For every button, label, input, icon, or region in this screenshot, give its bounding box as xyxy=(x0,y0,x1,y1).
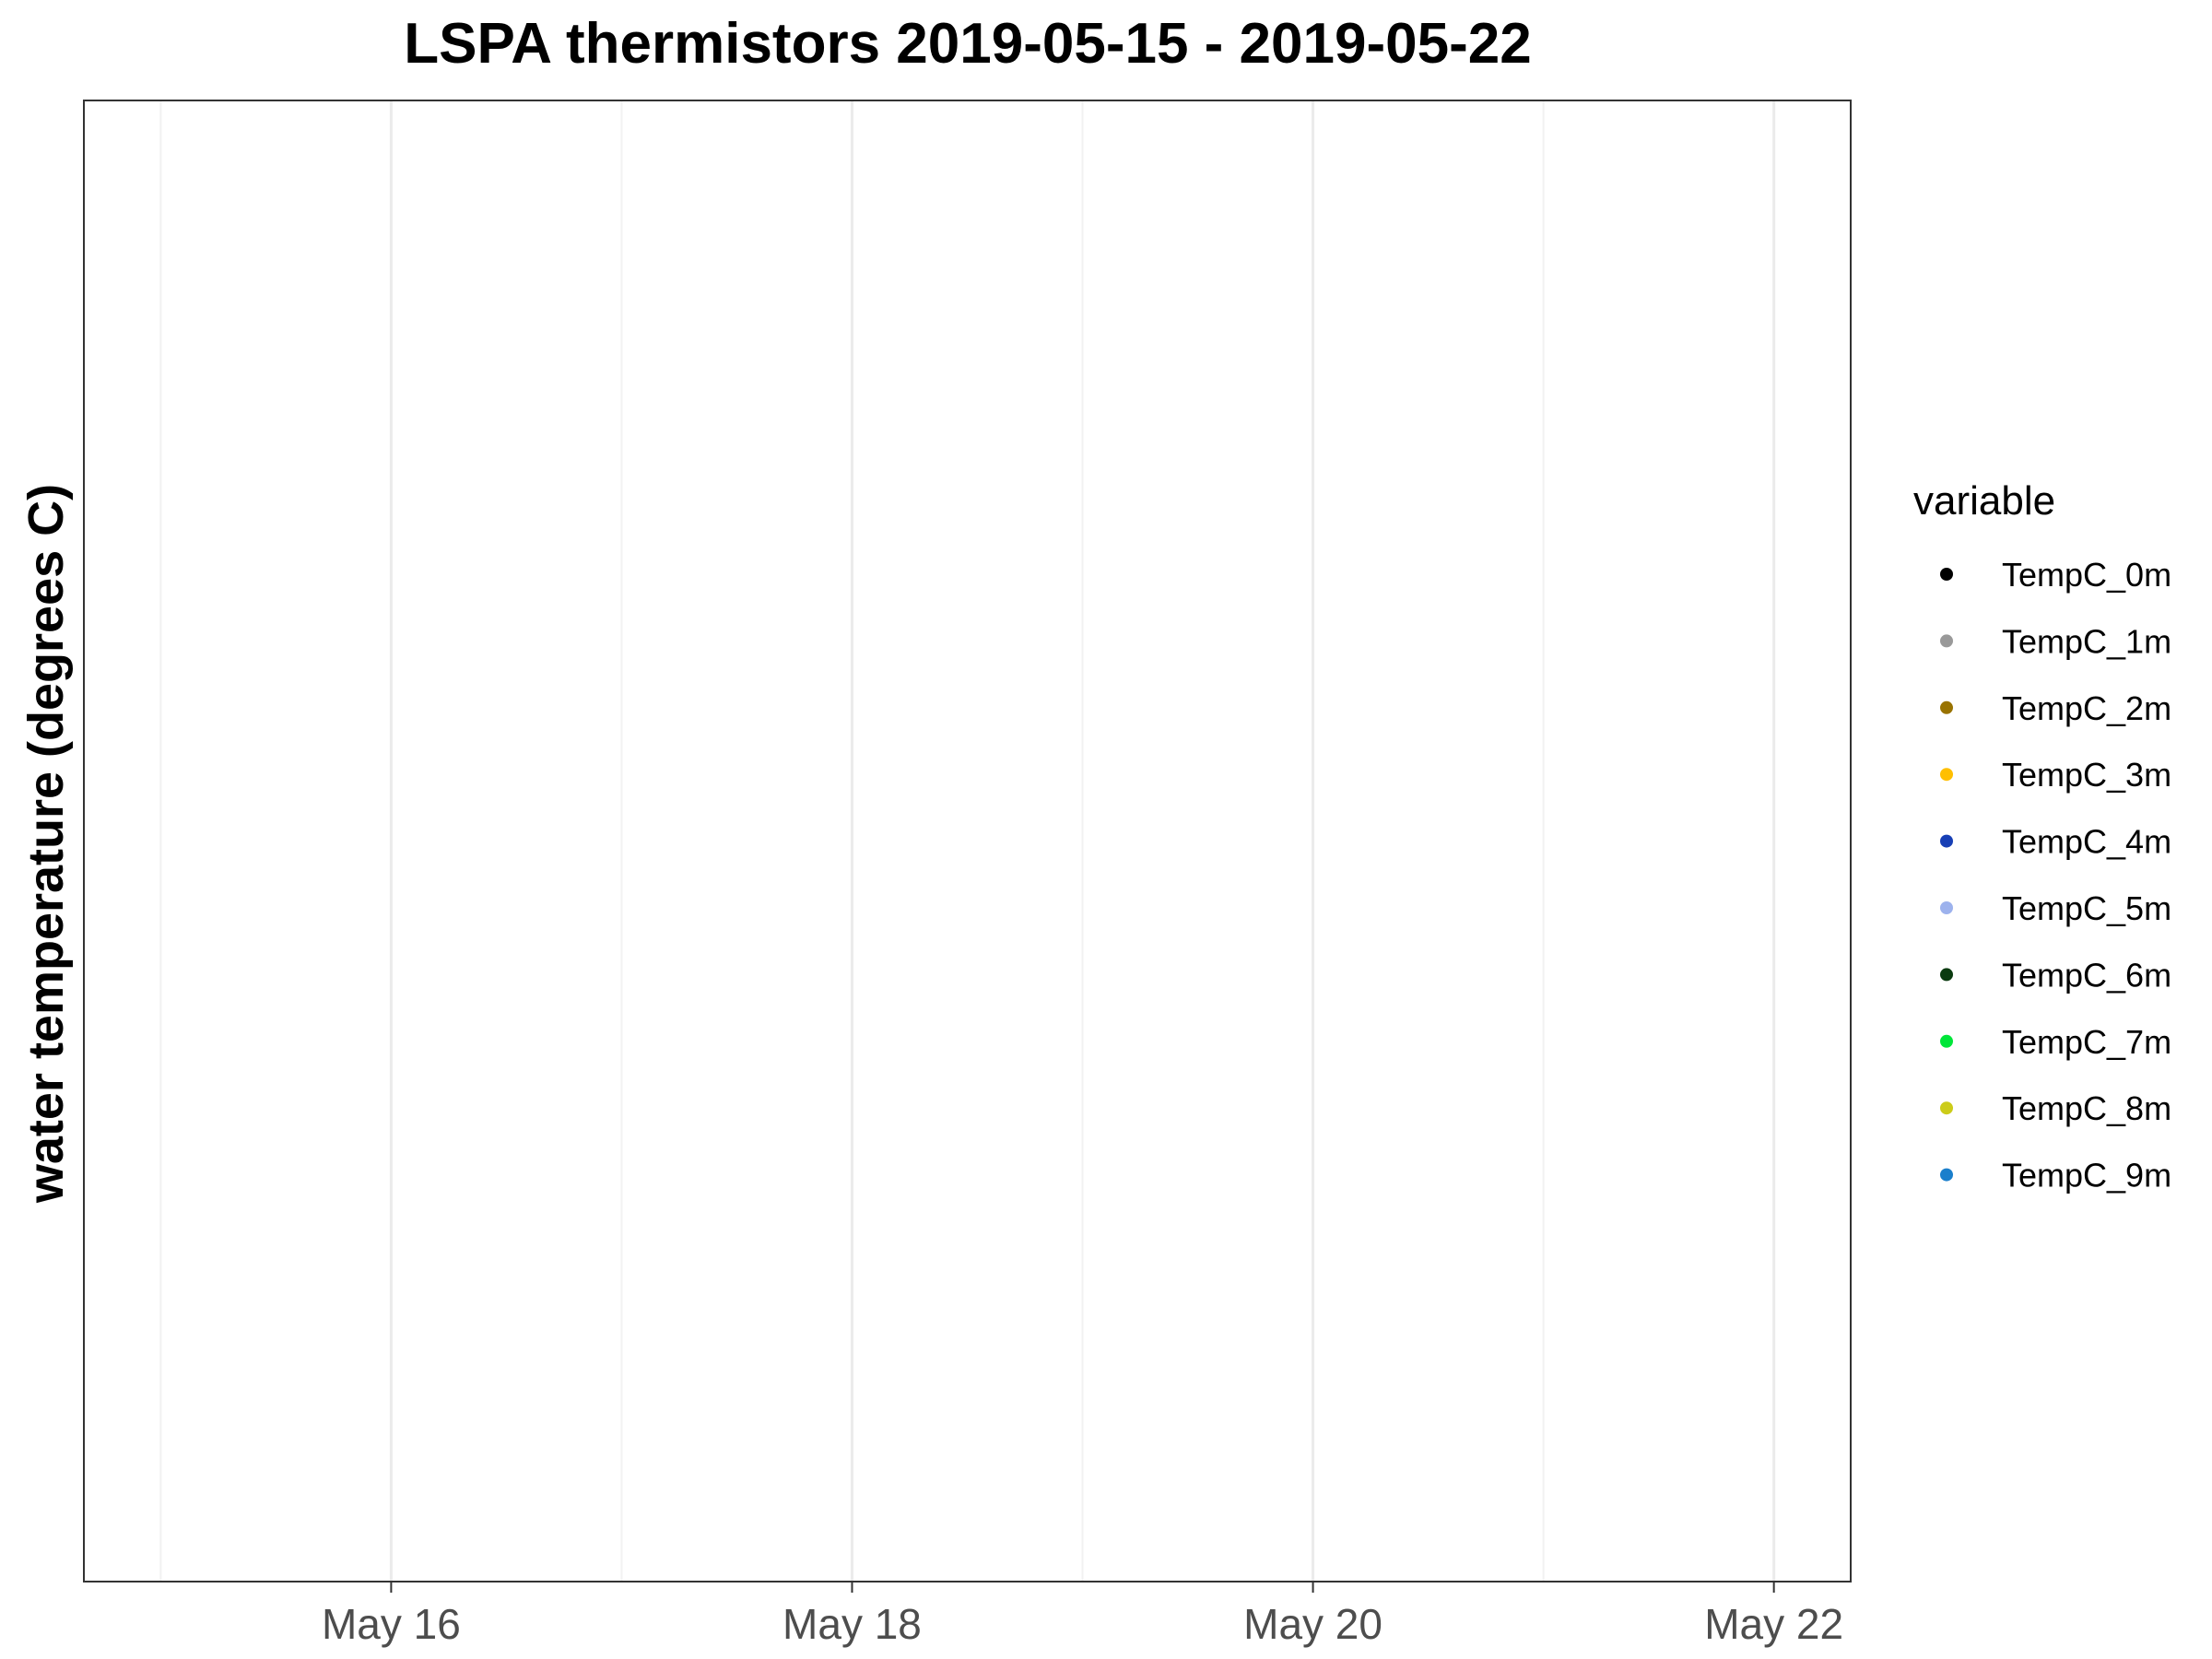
x-tick-label: May 20 xyxy=(1243,1600,1382,1648)
legend-entry: TempC_5m xyxy=(1940,889,2171,927)
legend-entry: TempC_4m xyxy=(1940,823,2171,861)
legend-swatch xyxy=(1940,634,1953,648)
legend-label: TempC_4m xyxy=(2002,823,2171,861)
major-gridlines xyxy=(389,100,1776,1582)
legend-label: TempC_7m xyxy=(2002,1023,2171,1061)
minor-gridlines xyxy=(159,100,1545,1582)
x-tick-label: May 16 xyxy=(322,1600,461,1648)
legend-swatch xyxy=(1940,1101,1953,1115)
legend-entries: TempC_0m TempC_1m TempC_2m TempC_3m TempC_4m… xyxy=(1940,556,2171,1194)
x-axis-ticks: May 16 May 18 May 20 May 22 xyxy=(322,1582,1843,1648)
legend-entry: TempC_8m xyxy=(1940,1089,2171,1127)
legend: variable TempC_0m TempC_1m TempC_2m TempC_3… xyxy=(1913,478,2171,1194)
legend-swatch xyxy=(1940,968,1953,982)
legend-swatch xyxy=(1940,700,1953,714)
legend-label: TempC_8m xyxy=(2002,1089,2171,1127)
legend-swatch xyxy=(1940,568,1953,581)
legend-swatch xyxy=(1940,1034,1953,1048)
legend-entry: TempC_0m xyxy=(1940,556,2171,594)
legend-entry: TempC_9m xyxy=(1940,1157,2171,1194)
legend-swatch xyxy=(1940,768,1953,782)
legend-label: TempC_5m xyxy=(2002,889,2171,927)
plot-panel-border xyxy=(83,100,1852,1583)
legend-label: TempC_3m xyxy=(2002,756,2171,794)
legend-entry: TempC_3m xyxy=(1940,756,2171,794)
legend-title: variable xyxy=(1913,478,2055,524)
legend-label: TempC_1m xyxy=(2002,622,2171,660)
y-axis-label: water temperature (degrees C) xyxy=(18,484,74,1204)
legend-label: TempC_0m xyxy=(2002,556,2171,594)
legend-swatch xyxy=(1940,901,1953,914)
legend-swatch xyxy=(1940,834,1953,848)
legend-label: TempC_9m xyxy=(2002,1157,2171,1194)
chart-title: LSPA thermistors 2019-05-15 - 2019-05-22 xyxy=(404,12,1531,76)
legend-swatch xyxy=(1940,1168,1953,1182)
legend-label: TempC_6m xyxy=(2002,956,2171,994)
x-tick-label: May 18 xyxy=(782,1600,922,1648)
legend-entry: TempC_7m xyxy=(1940,1023,2171,1061)
legend-entry: TempC_2m xyxy=(1940,689,2171,727)
x-tick-label: May 22 xyxy=(1704,1600,1843,1648)
legend-label: TempC_2m xyxy=(2002,689,2171,727)
legend-entry: TempC_1m xyxy=(1940,622,2171,660)
legend-entry: TempC_6m xyxy=(1940,956,2171,994)
